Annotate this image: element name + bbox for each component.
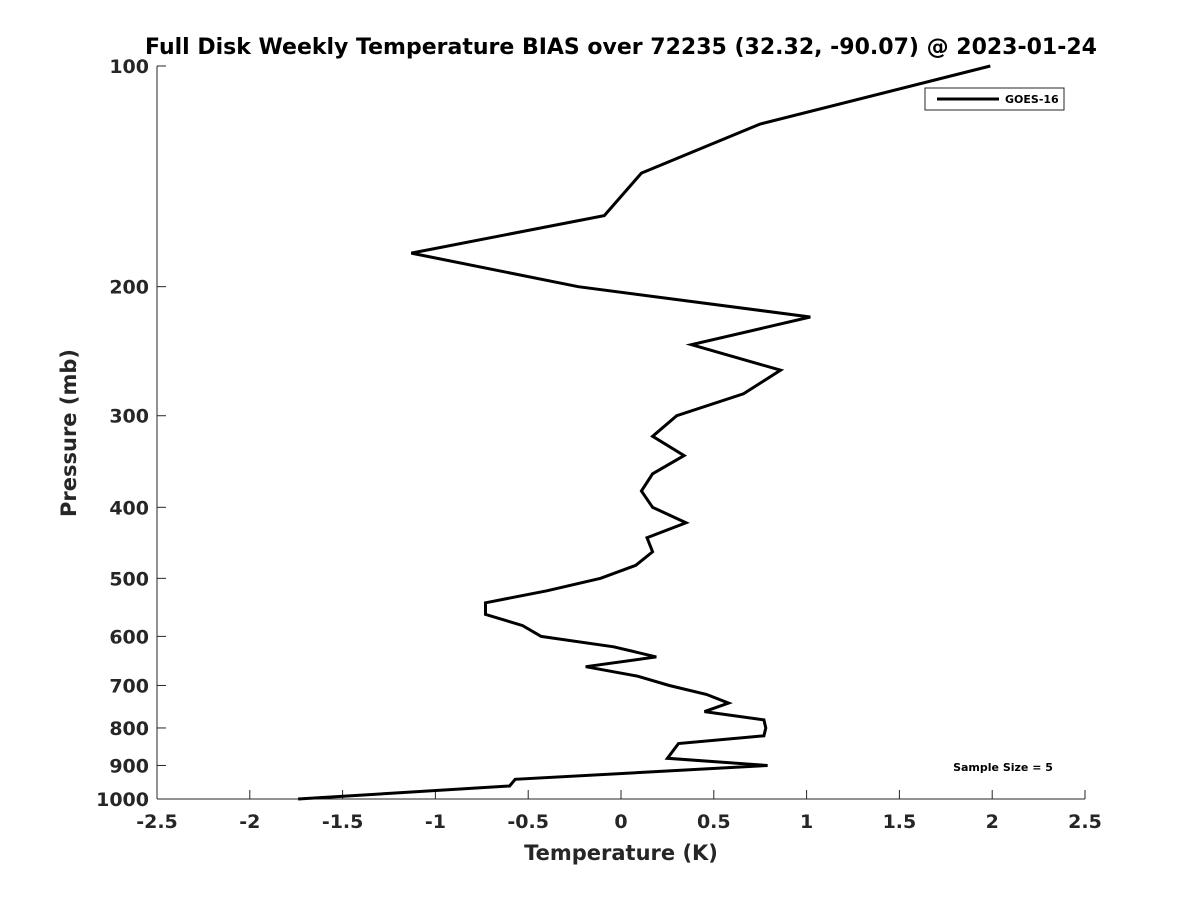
y-tick-label: 200 (109, 277, 149, 299)
x-tick-label: -1.5 (322, 811, 364, 833)
y-tick-label: 500 (109, 568, 149, 590)
y-tick-label: 700 (109, 675, 149, 697)
y-tick-label: 600 (109, 626, 149, 648)
x-tick-label: 2 (986, 811, 999, 833)
y-axis-label: Pressure (mb) (57, 349, 81, 517)
y-tick-label: 900 (109, 755, 149, 777)
y-tick-label: 300 (109, 406, 149, 428)
axes (156, 66, 1085, 800)
x-axis-label: Temperature (K) (524, 841, 718, 865)
x-tick-label: -2 (239, 811, 260, 833)
series-line-goes-16 (298, 64, 991, 801)
y-tick-label: 800 (109, 718, 149, 740)
x-tick-label: -2.5 (136, 811, 178, 833)
legend-entry: GOES-16 (1005, 93, 1059, 106)
x-tick-label: 2.5 (1068, 811, 1102, 833)
x-tick-label: 0.5 (697, 811, 731, 833)
x-tick-label: -0.5 (507, 811, 549, 833)
x-tick-label: 0 (614, 811, 627, 833)
y-tick-label: 400 (109, 497, 149, 519)
x-tick-label: -1 (425, 811, 446, 833)
chart-title: Full Disk Weekly Temperature BIAS over 7… (145, 35, 1097, 60)
y-tick-label: 1000 (96, 789, 149, 811)
x-tick-label: 1 (800, 811, 813, 833)
legend: GOES-16 (924, 87, 1065, 111)
x-tick-label: 1.5 (883, 811, 917, 833)
sample-size-annotation: Sample Size = 5 (953, 761, 1053, 774)
y-tick-label: 100 (109, 56, 149, 78)
